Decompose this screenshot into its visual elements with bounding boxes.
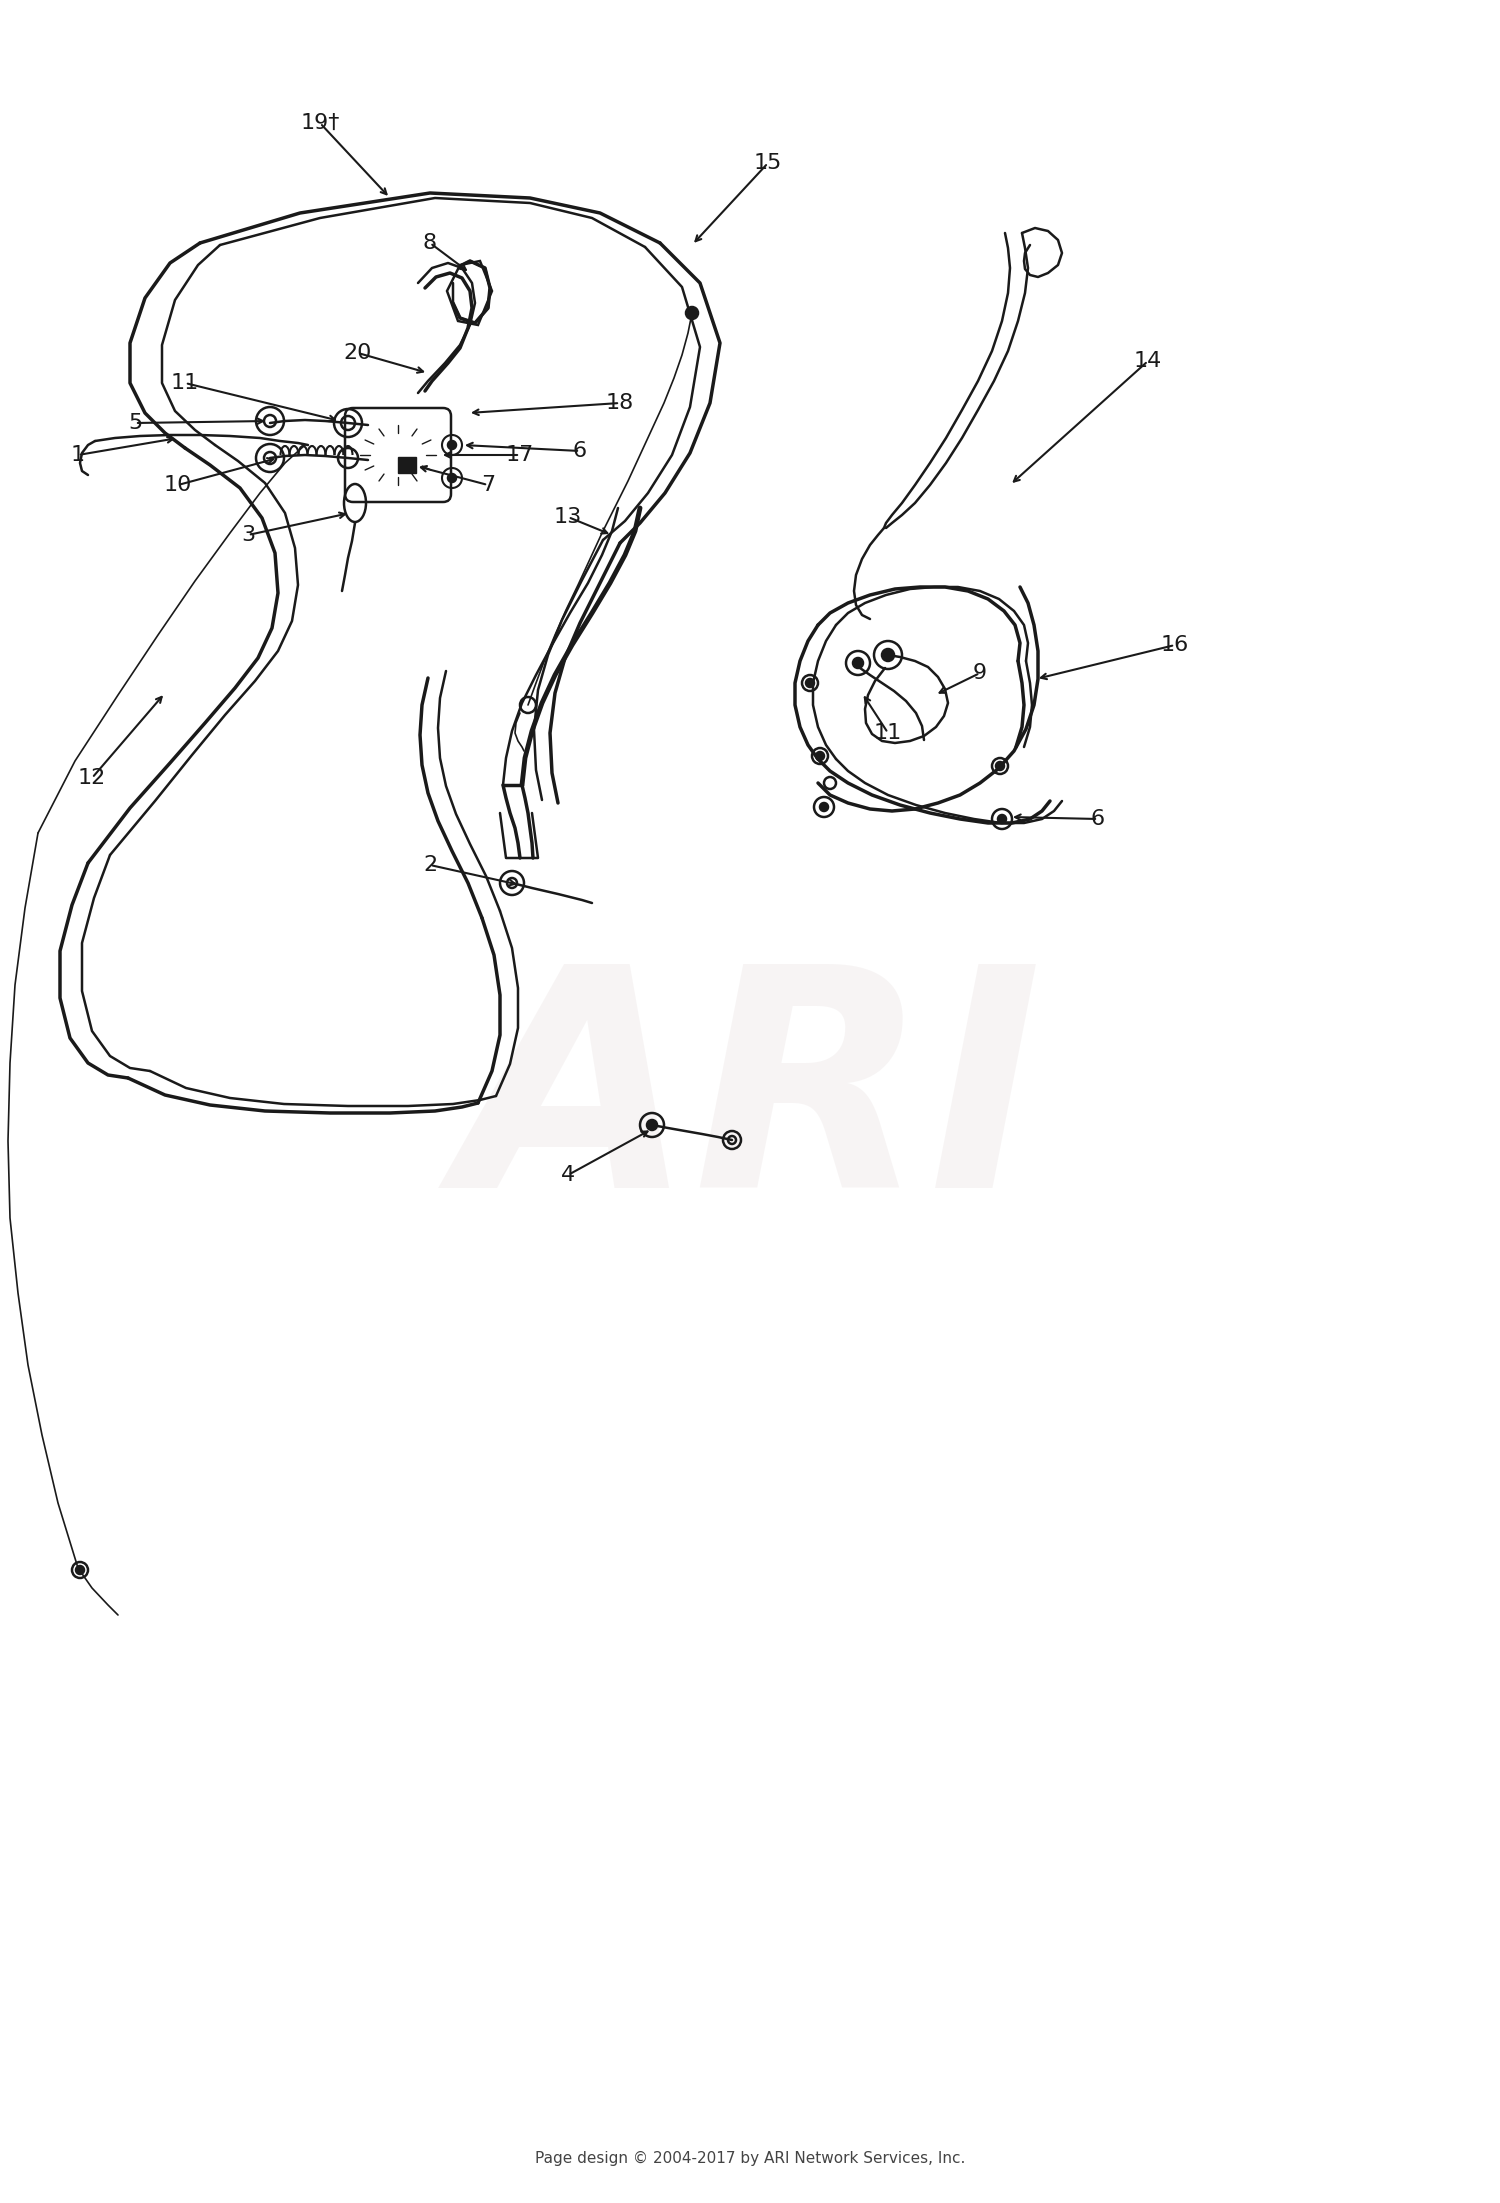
Text: 2: 2 (423, 855, 436, 875)
Text: 20: 20 (344, 344, 372, 363)
Circle shape (686, 306, 698, 319)
Circle shape (996, 762, 1004, 771)
Text: 7: 7 (482, 476, 495, 496)
Circle shape (646, 1119, 657, 1130)
Text: 11: 11 (874, 723, 902, 742)
Text: 4: 4 (561, 1165, 574, 1185)
Text: 9: 9 (974, 663, 987, 683)
Text: 14: 14 (1134, 350, 1162, 370)
Text: 18: 18 (606, 392, 634, 412)
Circle shape (76, 1566, 84, 1573)
Text: 17: 17 (506, 445, 534, 465)
Circle shape (882, 650, 894, 661)
Text: 19†: 19† (300, 112, 339, 132)
Text: 8: 8 (423, 234, 436, 253)
Text: 5: 5 (128, 412, 142, 434)
Circle shape (821, 804, 828, 811)
Circle shape (853, 659, 862, 668)
Text: 11: 11 (171, 372, 200, 392)
Circle shape (448, 441, 456, 449)
Circle shape (806, 679, 814, 687)
Text: Page design © 2004-2017 by ARI Network Services, Inc.: Page design © 2004-2017 by ARI Network S… (536, 2150, 964, 2166)
Text: ARI: ARI (458, 954, 1042, 1251)
Text: 13: 13 (554, 507, 582, 527)
Circle shape (998, 815, 1006, 824)
Text: 6: 6 (1090, 809, 1106, 828)
Text: 15: 15 (754, 152, 782, 174)
Text: 6: 6 (573, 441, 586, 460)
Text: 3: 3 (242, 524, 255, 544)
Circle shape (816, 751, 824, 760)
Text: 16: 16 (1161, 634, 1190, 654)
Bar (398, 456, 416, 474)
Circle shape (448, 474, 456, 482)
Text: 12: 12 (78, 769, 106, 789)
Text: 10: 10 (164, 476, 192, 496)
Text: 1: 1 (70, 445, 86, 465)
